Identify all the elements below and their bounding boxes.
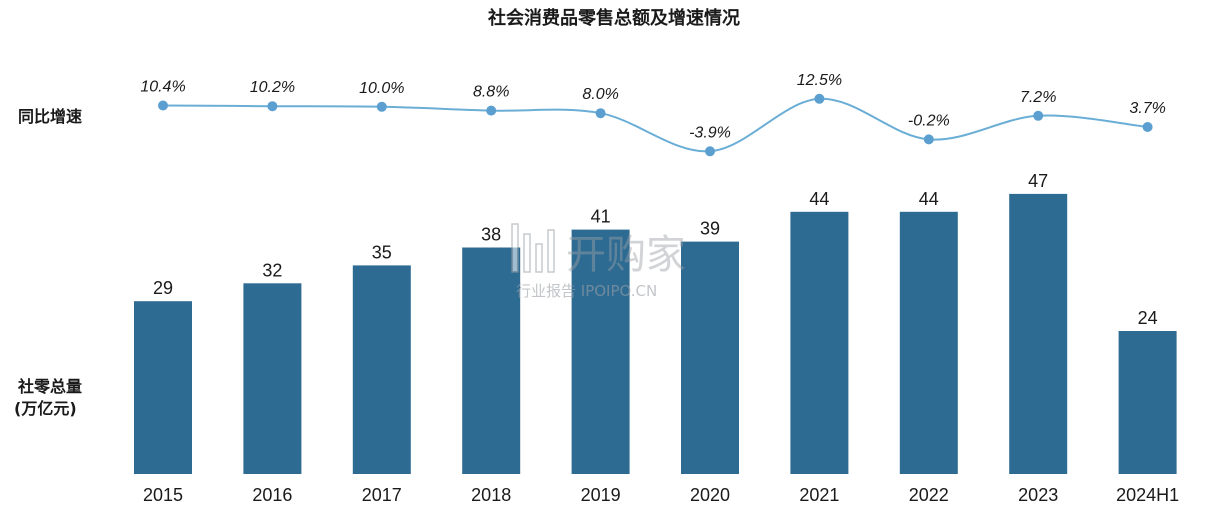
rate-series: 10.4% 10.2% 10.0% 8.8% 8.0% -3.9% 12.5% -0.2% 7.… [140,72,1166,157]
rate-value-label: -3.9% [689,124,731,141]
rate-axis-label: 同比增速 [18,107,82,126]
x-tick-label: 2017 [362,485,402,505]
bar-2022 [899,211,958,475]
rate-point-2016 [267,101,278,112]
rate-value-label: -0.2% [908,112,950,129]
bar-value-label: 24 [1138,308,1158,328]
x-tick-label: 2015 [143,485,183,505]
bar-value-label: 44 [919,189,939,209]
bar-2023 [1009,193,1068,474]
rate-point-2023 [1033,110,1044,121]
rate-point-2020 [705,146,715,157]
bar-value-label: 47 [1028,171,1048,191]
rate-point-2019 [595,108,606,119]
bar-value-label: 35 [372,242,392,262]
x-tick-label: 2019 [581,485,621,505]
rate-point-2024H1 [1142,122,1153,132]
rate-value-label: 10.4% [140,79,185,96]
watermark-logo-icon [511,223,555,273]
x-axis: 2015 2016 2017 2018 2019 2020 2021 2022 2023 2024… [143,485,1179,505]
rate-value-label: 8.8% [473,84,509,101]
watermark-brand: 开购家 [566,232,686,278]
rate-point-2015 [158,100,168,111]
bar-value-label: 41 [591,207,611,227]
watermark-sub: 行业报告 IPOIPO.CN [516,282,657,300]
rate-value-label: 12.5% [797,72,842,89]
rate-value-label: 7.2% [1020,89,1056,106]
x-tick-label: 2016 [252,485,292,505]
bar-2017 [352,265,411,474]
bar-value-label: 39 [700,219,720,239]
bar-2016 [243,283,302,474]
x-tick-label: 2024H1 [1116,485,1179,505]
rate-value-label: 3.7% [1129,100,1165,117]
bar-value-label: 44 [809,189,829,209]
volume-axis-label-line1: 社零总量 [17,377,82,396]
rate-value-label: 10.2% [250,79,295,96]
chart-title: 社会消费品零售总额及增速情况 [488,7,740,29]
x-tick-label: 2020 [690,485,730,505]
rate-line [162,97,1148,153]
bar-value-label: 29 [153,278,173,298]
watermark: 开购家 行业报告 IPOIPO.CN [511,223,686,300]
bar-value-label: 38 [481,225,501,245]
bar-2021 [790,211,849,475]
x-tick-label: 2018 [471,485,511,505]
bar-2020 [681,241,739,474]
bar-2015 [134,301,192,474]
rate-value-label: 8.0% [582,86,618,103]
rate-point-2017 [376,101,387,112]
x-tick-label: 2022 [909,485,949,505]
bar-2018 [462,247,521,474]
x-tick-label: 2023 [1018,485,1058,505]
rate-value-label: 10.0% [359,80,404,97]
bar-value-label: 32 [262,260,282,280]
bar-2019 [571,229,630,474]
rate-point-2021 [814,93,825,104]
bar-2024H1 [1118,331,1177,474]
bar-series: 29 32 35 38 41 39 44 44 47 24 [134,171,1177,475]
rate-point-2018 [486,105,497,116]
x-tick-label: 2021 [799,485,839,505]
volume-axis-label-line2: (万亿元) [14,399,77,418]
rate-point-2022 [923,134,934,145]
